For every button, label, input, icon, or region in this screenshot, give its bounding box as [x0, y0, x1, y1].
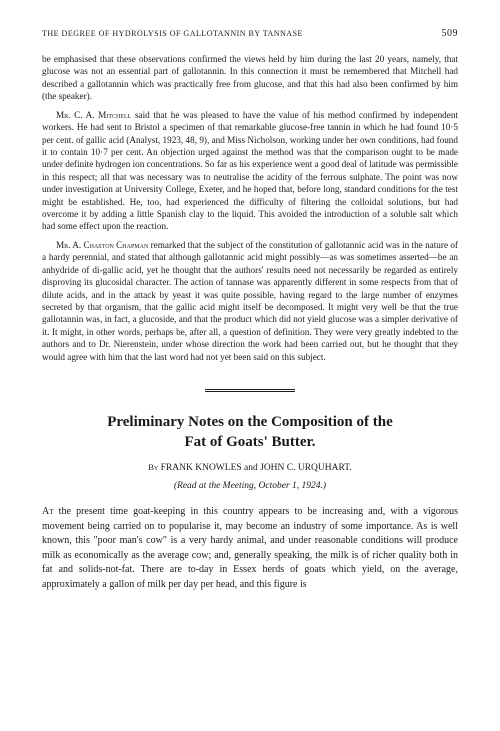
speaker-name: Mr. A. Chaston Chapman	[56, 240, 148, 250]
byline: By FRANK KNOWLES and JOHN C. URQUHART.	[42, 462, 458, 473]
speaker-name: Mr. C. A. Mitchell	[56, 110, 131, 120]
authors: FRANK KNOWLES and JOHN C. URQUHART.	[161, 463, 352, 473]
discussion-paragraph-3: Mr. A. Chaston Chapman remarked that the…	[42, 239, 458, 363]
body-text: the present time goat-keeping in this co…	[42, 506, 458, 590]
section-divider	[42, 379, 458, 397]
running-header: THE DEGREE OF HYDROLYSIS OF GALLOTANNIN …	[42, 28, 458, 39]
paragraph-text: remarked that the subject of the constit…	[42, 240, 458, 362]
page-number: 509	[442, 28, 459, 39]
title-line-2: Fat of Goats' Butter.	[184, 434, 315, 450]
article-title: Preliminary Notes on the Composition of …	[42, 413, 458, 452]
article-body-paragraph: At the present time goat-keeping in this…	[42, 505, 458, 592]
discussion-paragraph-2: Mr. C. A. Mitchell said that he was plea…	[42, 109, 458, 233]
running-header-title: THE DEGREE OF HYDROLYSIS OF GALLOTANNIN …	[42, 29, 303, 38]
divider-rule	[205, 389, 295, 392]
read-at-meeting: (Read at the Meeting, October 1, 1924.)	[42, 481, 458, 491]
by-label: By	[148, 462, 158, 472]
paragraph-text: said that he was pleased to have the val…	[42, 110, 458, 232]
opening-word: At	[42, 506, 54, 517]
title-line-1: Preliminary Notes on the Composition of …	[107, 414, 393, 430]
discussion-paragraph-1: be emphasised that these observations co…	[42, 53, 458, 103]
